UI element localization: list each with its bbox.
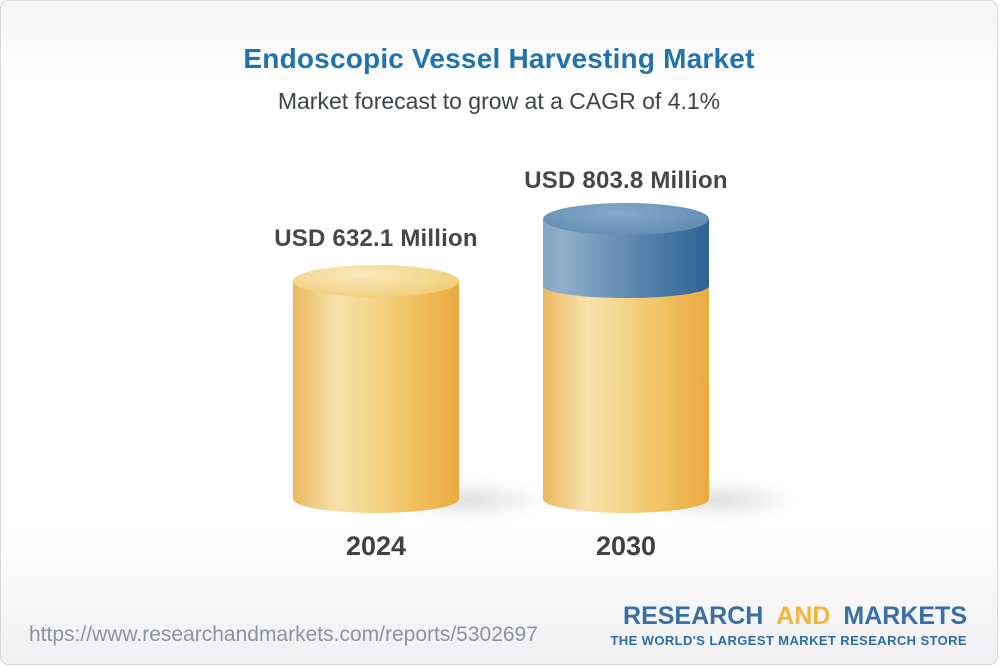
category-label-2024: 2024 (345, 531, 407, 561)
cylinder-2030-top (543, 203, 709, 235)
page-subtitle: Market forecast to grow at a CAGR of 4.1… (277, 88, 721, 114)
logo-wordmark: RESEARCH AND MARKETS (610, 602, 967, 631)
cylinder-2024-body (293, 281, 459, 513)
logo-tagline: THE WORLD'S LARGEST MARKET RESEARCH STOR… (610, 633, 967, 648)
logo-word-markets: MARKETS (843, 602, 967, 630)
category-label-2030: 2030 (595, 531, 657, 561)
value-label-2030: USD 803.8 Million (524, 167, 728, 194)
cylinder-2030-base-body (543, 286, 709, 513)
research-and-markets-logo: RESEARCH AND MARKETS THE WORLD'S LARGEST… (610, 602, 967, 648)
logo-word-and: AND (776, 602, 831, 630)
logo-word-research: RESEARCH (623, 602, 764, 630)
page-title: Endoscopic Vessel Harvesting Market (243, 43, 755, 74)
report-url[interactable]: https://www.researchandmarkets.com/repor… (29, 623, 538, 646)
cylinder-2024-top (293, 265, 459, 297)
value-label-2024: USD 632.1 Million (274, 225, 478, 252)
